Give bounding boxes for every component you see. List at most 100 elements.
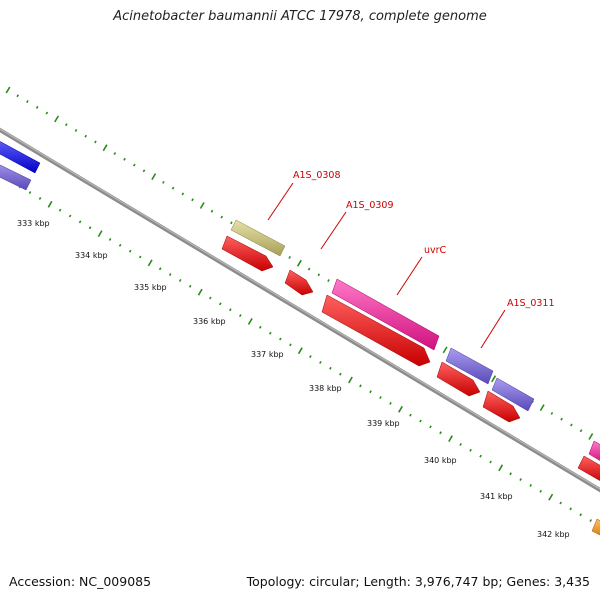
outer-major-tick [5,86,11,94]
leader-a1s-0308 [267,182,294,221]
inner-major-tick [548,493,554,501]
outer-minor-tick [142,169,146,173]
inner-minor-tick [68,214,72,218]
inner-minor-tick [209,296,212,300]
feature-a1s-0311[interactable] [445,347,494,385]
gene-label-a1s-0308[interactable]: A1S_0308 [293,170,341,181]
gene-label-a1s-0311[interactable]: A1S_0311 [507,298,555,309]
inner-minor-tick [569,507,572,511]
inner-major-tick [47,200,53,208]
outer-minor-tick [550,411,554,415]
outer-minor-tick [74,129,78,132]
tick-label-342: 342 kbp [537,530,570,539]
inner-minor-tick [379,396,382,399]
feature-slate-2[interactable] [491,377,535,412]
inner-major-tick [147,259,153,267]
tick-label-339: 339 kbp [367,419,400,428]
outer-minor-tick [35,105,39,109]
inner-minor-tick [289,343,292,347]
inner-major-tick [247,317,253,325]
inner-minor-tick [168,273,172,276]
tick-label-341: 341 kbp [480,492,513,501]
inner-minor-tick [489,460,492,464]
outer-minor-tick [570,423,573,427]
tick-label-334: 334 kbp [75,251,108,260]
inner-minor-tick [559,501,562,505]
gene-label-leaders [267,182,506,349]
outer-minor-tick [123,157,126,161]
inner-minor-tick [219,302,222,306]
feature-red-arrow-4[interactable] [436,361,481,397]
inner-minor-tick [459,443,462,446]
feature-pink-right[interactable] [588,440,600,463]
feature-red-arrow-2[interactable] [284,269,314,296]
inner-major-tick [97,230,103,238]
outer-minor-tick [317,273,321,277]
outer-minor-tick [45,111,49,115]
inner-minor-tick [259,325,262,329]
inner-minor-tick [58,208,62,212]
feature-uvrc[interactable] [331,278,440,351]
tick-label-340: 340 kbp [424,456,457,465]
tick-label-338: 338 kbp [309,384,342,393]
outer-minor-tick [94,140,97,144]
inner-minor-tick [28,191,32,194]
inner-minor-tick [108,238,112,241]
gene-label-a1s-0309[interactable]: A1S_0309 [346,200,394,211]
outer-major-tick [539,404,545,412]
gene-label-uvrc[interactable]: uvrC [424,245,447,256]
inner-minor-tick [309,355,312,358]
feature-blue-left[interactable] [0,136,41,174]
feature-a1s-0308[interactable] [230,219,286,257]
accession-text: Accession: NC_009085 [9,574,152,589]
inner-minor-tick [78,220,82,224]
outer-major-tick [54,115,60,123]
inner-minor-tick [369,390,372,394]
inner-major-tick [448,435,453,443]
outer-minor-tick [560,417,563,421]
outer-minor-tick [113,152,117,156]
outer-major-tick [296,259,302,267]
leader-a1s-0309 [320,211,347,250]
inner-minor-tick [389,402,392,405]
feature-red-arrow-5[interactable] [482,390,521,423]
inner-minor-tick [319,361,322,364]
inner-minor-tick [539,489,542,493]
feature-orange-right[interactable] [591,518,600,538]
map-title: Acinetobacter baumannii ATCC 17978, comp… [113,9,487,24]
feature-red-right[interactable] [577,455,600,483]
inner-minor-tick [479,454,482,458]
gene-labels: A1S_0308 A1S_0309 uvrC A1S_0311 [293,170,555,309]
outer-minor-tick [327,279,330,282]
inner-minor-tick [579,513,582,517]
feature-slate-left[interactable] [0,160,32,191]
outer-minor-tick [65,123,68,127]
inner-major-tick [197,288,203,296]
inner-minor-tick [138,255,142,259]
inner-minor-tick [359,384,362,388]
inner-minor-tick [339,372,342,376]
outer-minor-tick [210,209,214,213]
leader-a1s-0311 [480,309,506,349]
genome-backbone-highlight [0,128,600,490]
gene-features [0,136,600,538]
inner-minor-tick [178,279,182,282]
inner-major-tick [297,347,303,355]
inner-tick-ring [0,171,592,522]
inner-minor-tick [429,425,432,429]
inner-minor-tick [239,314,242,317]
inner-minor-tick [88,226,92,230]
inner-major-tick [498,464,504,472]
outer-minor-tick [288,256,291,259]
inner-minor-tick [279,337,282,341]
feature-red-arrow-1[interactable] [221,235,274,272]
feature-red-arrow-3[interactable] [321,294,431,367]
inner-minor-tick [529,484,532,487]
outer-minor-tick [171,186,175,190]
inner-minor-tick [158,267,162,271]
inner-minor-tick [38,196,42,200]
outer-minor-tick [181,192,185,196]
inner-minor-tick [589,519,592,522]
tick-label-337: 337 kbp [251,350,284,359]
inner-major-tick [348,376,353,384]
